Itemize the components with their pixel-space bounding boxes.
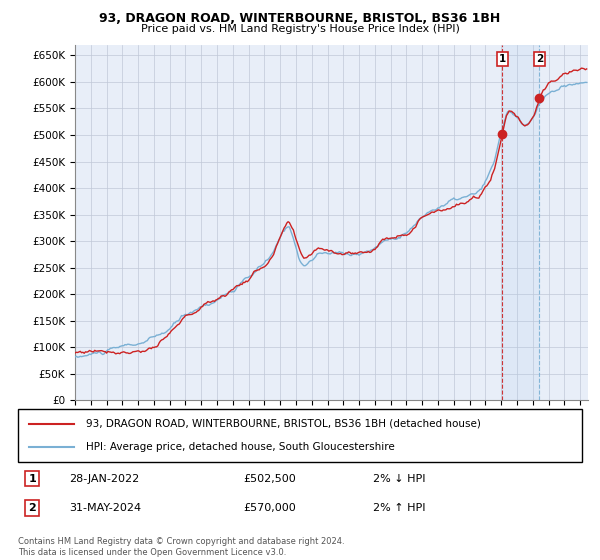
Text: 2% ↓ HPI: 2% ↓ HPI: [373, 474, 426, 484]
Bar: [502, 45, 539, 400]
FancyBboxPatch shape: [18, 409, 582, 462]
Text: £570,000: £570,000: [244, 503, 296, 513]
Text: 2: 2: [536, 54, 543, 64]
Text: 93, DRAGON ROAD, WINTERBOURNE, BRISTOL, BS36 1BH (detached house): 93, DRAGON ROAD, WINTERBOURNE, BRISTOL, …: [86, 419, 481, 429]
Text: Price paid vs. HM Land Registry's House Price Index (HPI): Price paid vs. HM Land Registry's House …: [140, 24, 460, 34]
Text: HPI: Average price, detached house, South Gloucestershire: HPI: Average price, detached house, Sout…: [86, 442, 394, 452]
Text: 28-JAN-2022: 28-JAN-2022: [69, 474, 139, 484]
Text: 2: 2: [28, 503, 36, 513]
Text: Contains HM Land Registry data © Crown copyright and database right 2024.
This d: Contains HM Land Registry data © Crown c…: [18, 537, 344, 557]
Text: 1: 1: [28, 474, 36, 484]
Text: 93, DRAGON ROAD, WINTERBOURNE, BRISTOL, BS36 1BH: 93, DRAGON ROAD, WINTERBOURNE, BRISTOL, …: [100, 12, 500, 25]
Text: 31-MAY-2024: 31-MAY-2024: [69, 503, 141, 513]
Text: 2% ↑ HPI: 2% ↑ HPI: [373, 503, 426, 513]
Text: £502,500: £502,500: [244, 474, 296, 484]
Text: 1: 1: [499, 54, 506, 64]
